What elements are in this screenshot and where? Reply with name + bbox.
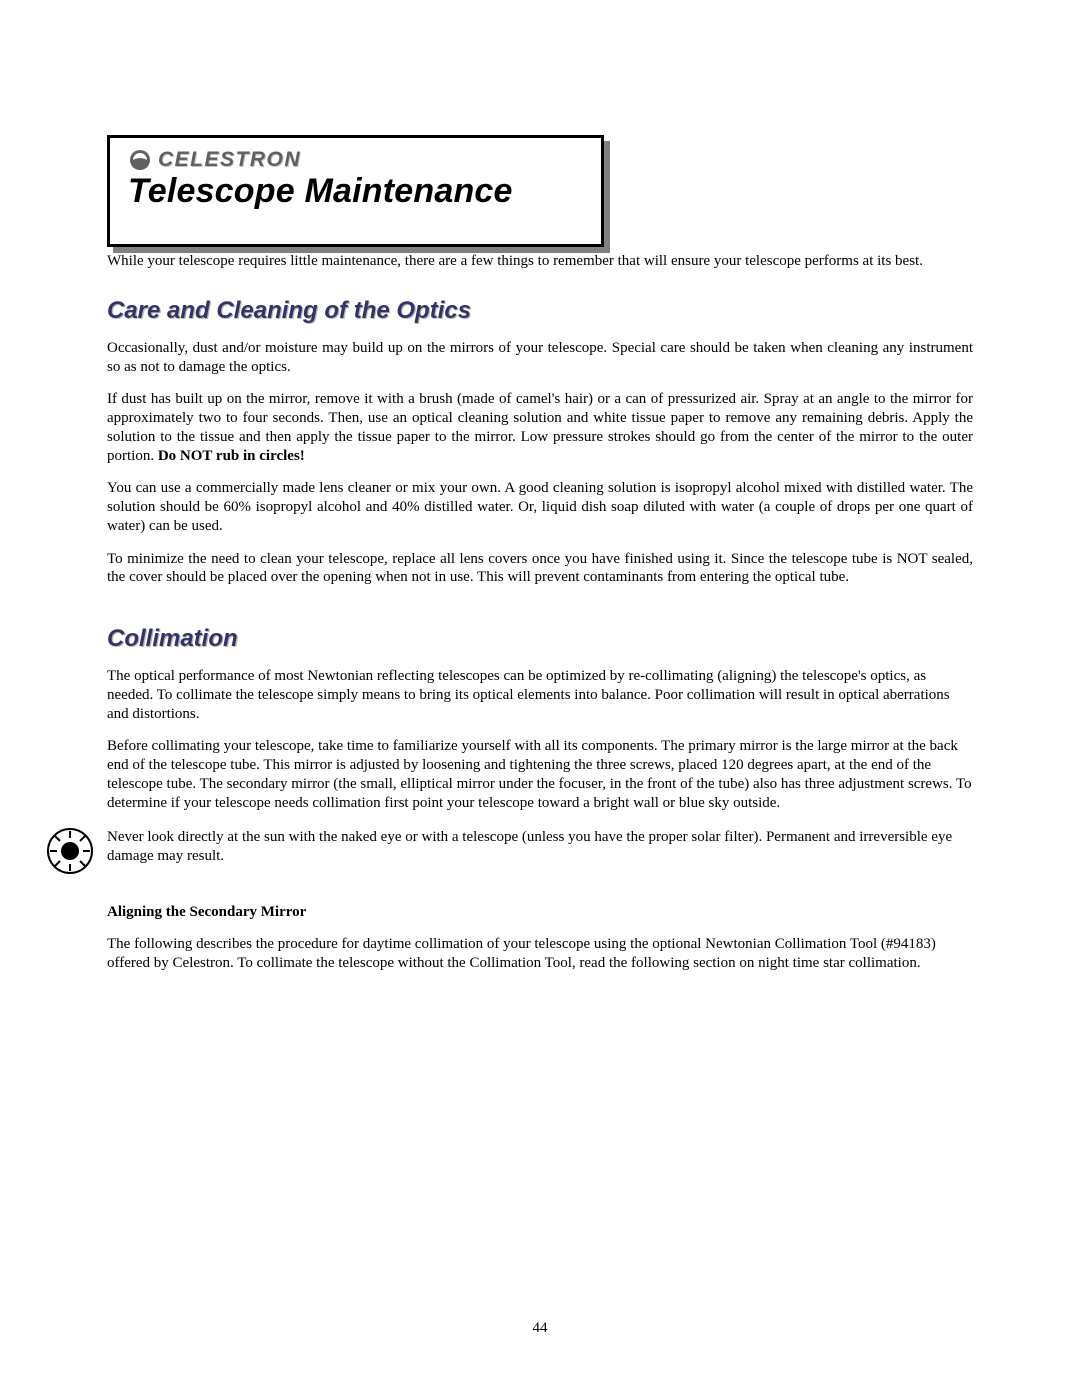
care-p3: You can use a commercially made lens cle…	[107, 479, 973, 535]
sun-warning-icon	[47, 828, 93, 874]
collimation-p3: The following describes the procedure fo…	[107, 935, 973, 973]
sun-warning-text: Never look directly at the sun with the …	[107, 828, 973, 866]
care-p2-bold: Do NOT rub in circles!	[158, 448, 305, 464]
intro-paragraph: While your telescope requires little mai…	[107, 252, 973, 271]
care-p4: To minimize the need to clean your teles…	[107, 550, 973, 588]
sun-warning-row: Never look directly at the sun with the …	[47, 828, 973, 874]
document-title: Telescope Maintenance	[128, 174, 583, 210]
subheading-secondary-mirror: Aligning the Secondary Mirror	[107, 904, 973, 921]
care-p2: If dust has built up on the mirror, remo…	[107, 390, 973, 465]
section-heading-care-cleaning: Care and Cleaning of the Optics	[107, 297, 973, 325]
celestron-logo-icon	[128, 148, 152, 172]
care-p1: Occasionally, dust and/or moisture may b…	[107, 339, 973, 377]
page-number: 44	[0, 1320, 1080, 1337]
brand-row: CELESTRON	[128, 148, 583, 172]
brand-name: CELESTRON	[158, 148, 301, 172]
collimation-p1: The optical performance of most Newtonia…	[107, 667, 973, 723]
collimation-p2: Before collimating your telescope, take …	[107, 737, 973, 812]
title-box-wrapper: CELESTRON Telescope Maintenance	[107, 135, 607, 252]
section-heading-collimation: Collimation	[107, 625, 973, 653]
title-box: CELESTRON Telescope Maintenance	[107, 135, 604, 247]
document-page: CELESTRON Telescope Maintenance While yo…	[0, 0, 1080, 1397]
